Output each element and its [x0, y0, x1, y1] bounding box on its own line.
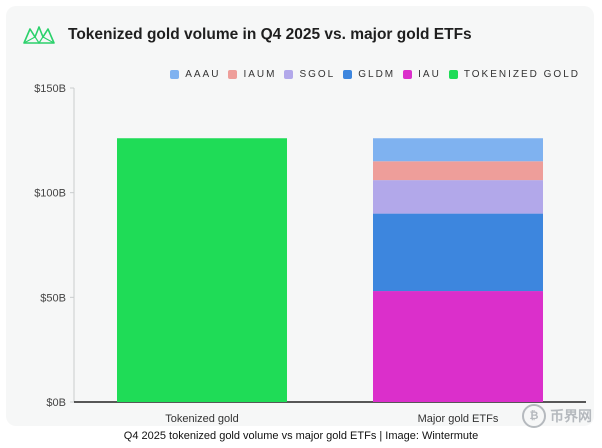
bar-gldm — [373, 213, 543, 292]
x-tick-label: Tokenized gold — [165, 413, 238, 425]
legend-label: IAU — [418, 69, 441, 80]
x-tick-label: Major gold ETFs — [418, 413, 499, 425]
legend-label: TOKENIZED GOLD — [463, 69, 580, 80]
bar-tokenized-gold — [117, 138, 287, 403]
bitcoin-coin-icon: ₿ — [522, 404, 546, 428]
bar-iaum — [373, 161, 543, 181]
legend-swatch — [228, 70, 238, 79]
y-tick-label: $150B — [34, 83, 66, 95]
legend-item-tokenized-gold: TOKENIZED GOLD — [448, 69, 580, 80]
watermark: ₿ 币界网 — [522, 404, 592, 428]
legend-item-sgol: SGOL — [284, 69, 335, 80]
legend-swatch — [170, 70, 180, 79]
legend-swatch — [403, 70, 413, 79]
legend-swatch — [448, 70, 458, 79]
chart-legend: AAAU IAUM SGOL GLDM IAU TOKENIZED GOLD — [162, 69, 580, 80]
wintermute-logo-icon — [23, 26, 55, 45]
legend-swatch — [284, 70, 294, 79]
y-tick-label: $50B — [40, 292, 66, 304]
chart-title: Tokenized gold volume in Q4 2025 vs. maj… — [68, 26, 472, 43]
legend-item-gldm: GLDM — [343, 69, 395, 80]
bar-iau — [373, 291, 543, 402]
legend-label: IAUM — [243, 69, 277, 80]
legend-item-iaum: IAUM — [228, 69, 276, 80]
bar-sgol — [373, 180, 543, 214]
legend-swatch — [343, 70, 353, 79]
legend-label: SGOL — [299, 69, 336, 80]
legend-item-aaau: AAAU — [170, 69, 220, 80]
legend-item-iau: IAU — [403, 69, 441, 80]
chart-header: Tokenized gold volume in Q4 2025 vs. maj… — [22, 20, 472, 50]
image-caption: Q4 2025 tokenized gold volume vs major g… — [123, 430, 479, 442]
legend-label: GLDM — [358, 69, 396, 80]
y-tick-label: $100B — [34, 188, 66, 200]
bar-aaau — [373, 138, 543, 162]
legend-label: AAAU — [185, 69, 221, 80]
watermark-text: 币界网 — [550, 408, 592, 424]
y-tick-label: $0B — [46, 397, 66, 409]
